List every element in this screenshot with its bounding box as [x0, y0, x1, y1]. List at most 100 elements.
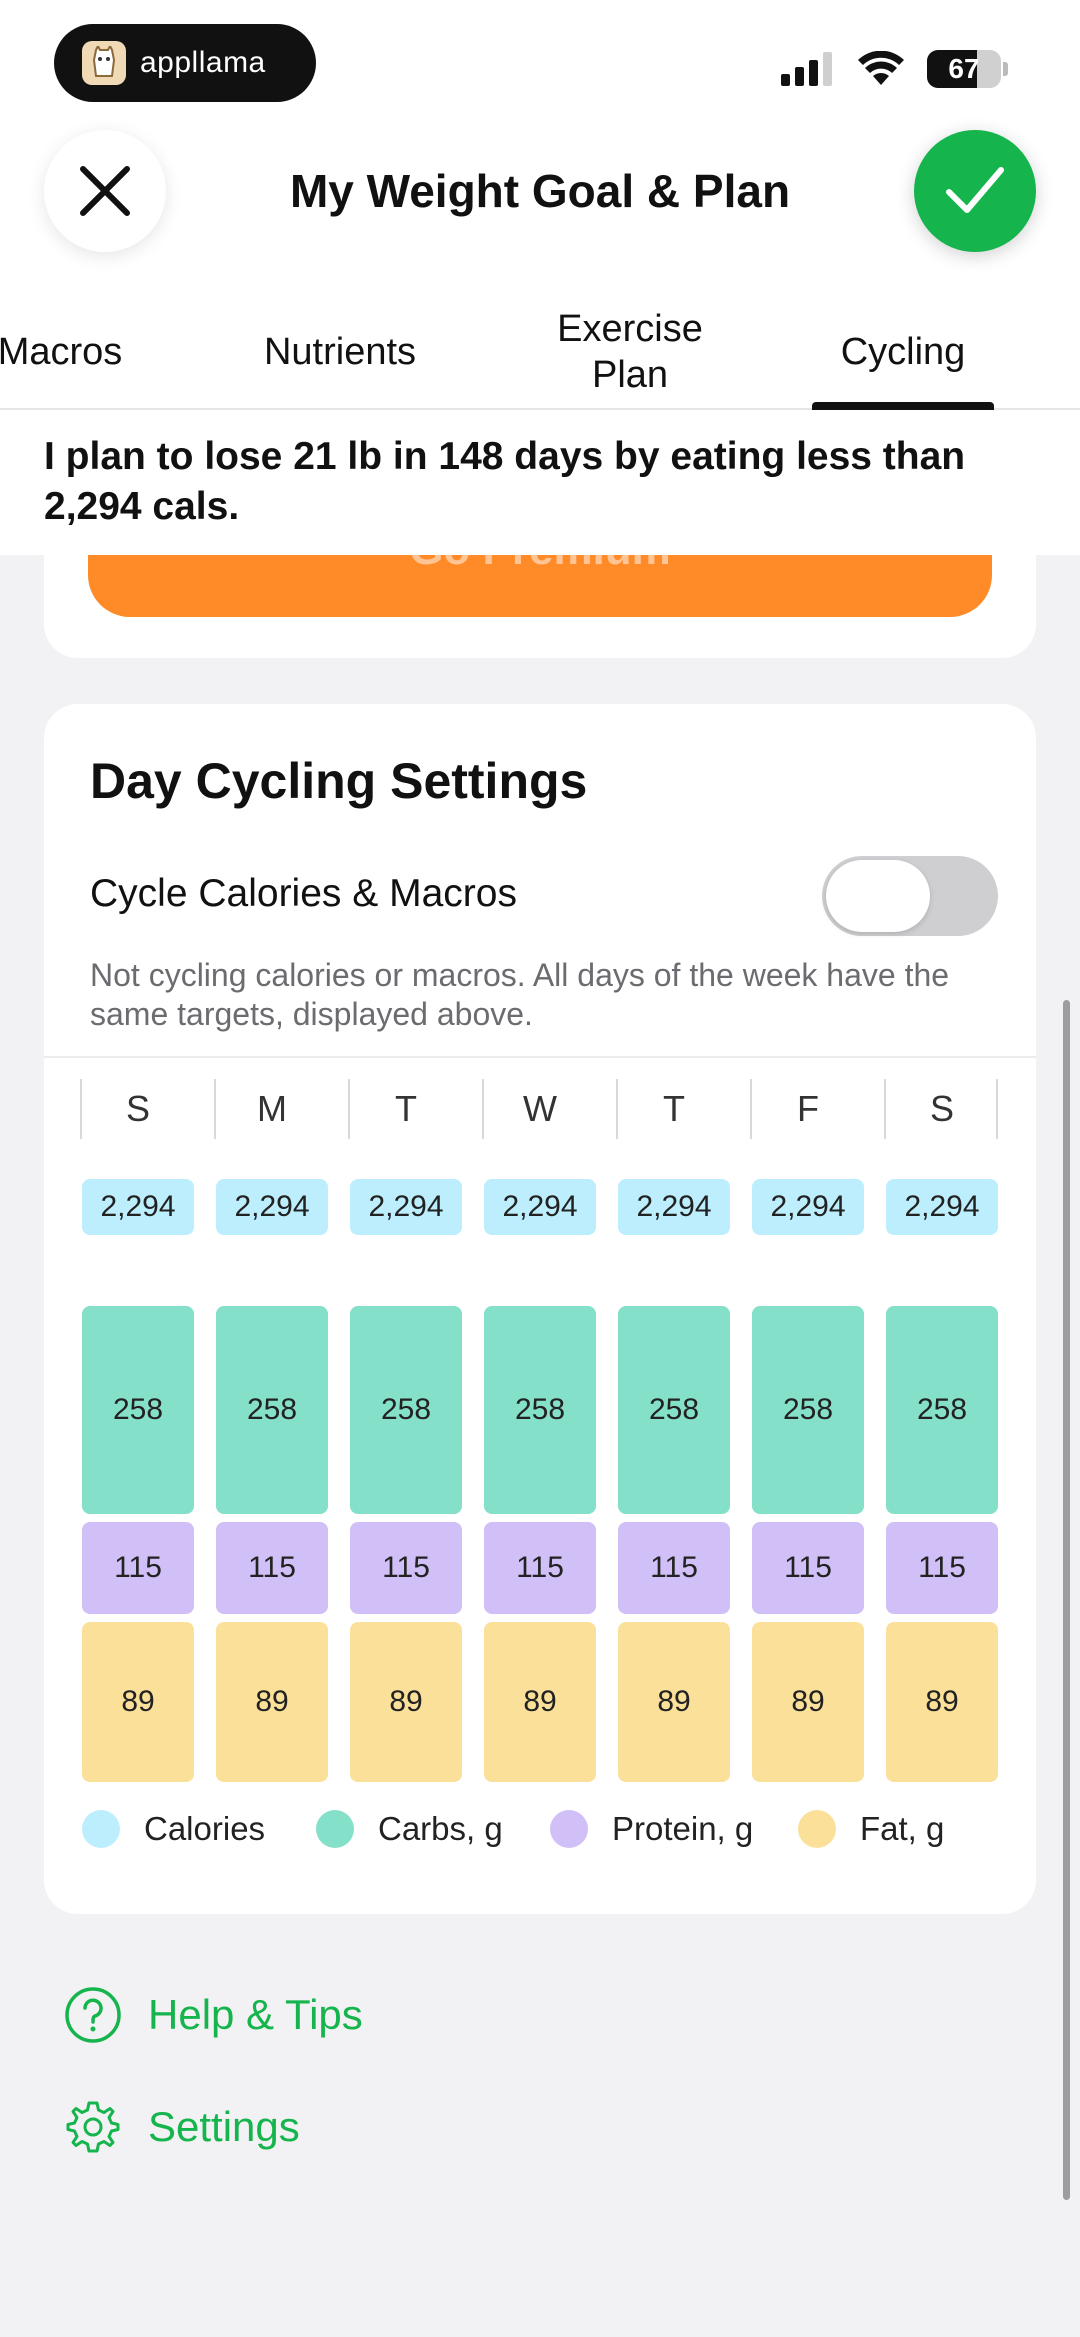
- calories-cell[interactable]: 2,294: [82, 1179, 194, 1235]
- protein-cell[interactable]: 115: [350, 1522, 462, 1614]
- section-title: Day Cycling Settings: [90, 753, 588, 809]
- protein-cell[interactable]: 115: [216, 1522, 328, 1614]
- protein-cell[interactable]: 115: [82, 1522, 194, 1614]
- brand-name: appllama: [140, 46, 266, 79]
- day-header: T: [395, 1088, 417, 1129]
- legend-dot: [798, 1810, 836, 1848]
- settings-label: Settings: [148, 2103, 300, 2150]
- carbs-cell[interactable]: 258: [886, 1306, 998, 1514]
- settings-link[interactable]: Settings: [64, 2098, 300, 2156]
- battery-level: 67: [948, 53, 980, 84]
- legend-item: Calories: [82, 1810, 265, 1848]
- divider: [44, 1056, 1036, 1058]
- protein-cell[interactable]: 115: [752, 1522, 864, 1614]
- day-separator: [80, 1079, 82, 1139]
- calories-cell[interactable]: 2,294: [752, 1179, 864, 1235]
- legend-item: Carbs, g: [316, 1810, 503, 1848]
- day-separator: [616, 1079, 618, 1139]
- day-header: M: [257, 1088, 287, 1129]
- go-premium-label: Go Premium: [88, 555, 992, 575]
- day-separator: [348, 1079, 350, 1139]
- tab-nutrients[interactable]: Nutrients: [220, 295, 460, 408]
- calories-cell[interactable]: 2,294: [216, 1179, 328, 1235]
- close-button[interactable]: [44, 130, 166, 252]
- protein-cell[interactable]: 115: [484, 1522, 596, 1614]
- tab-exercise-plan-label: Exercise Plan: [557, 307, 703, 396]
- legend-dot: [316, 1810, 354, 1848]
- cycle-note: Not cycling calories or macros. All days…: [90, 957, 950, 1032]
- protein-cell[interactable]: 115: [618, 1522, 730, 1614]
- carbs-cell[interactable]: 258: [350, 1306, 462, 1514]
- tab-cycling[interactable]: Cycling: [792, 295, 1014, 410]
- day-header: W: [523, 1088, 557, 1129]
- close-icon: [80, 166, 130, 216]
- checkmark-icon: [946, 167, 1004, 213]
- calories-cell[interactable]: 2,294: [484, 1179, 596, 1235]
- legend-label: Fat, g: [860, 1810, 945, 1847]
- calories-cell[interactable]: 2,294: [350, 1179, 462, 1235]
- page-title: My Weight Goal & Plan: [289, 165, 791, 217]
- fat-cell[interactable]: 89: [350, 1622, 462, 1782]
- cycle-toggle[interactable]: [822, 856, 998, 936]
- cellular-signal-icon: [781, 52, 832, 86]
- tab-bar: Macros Nutrients Exercise Plan Cycling: [0, 295, 1080, 410]
- legend-dot: [550, 1810, 588, 1848]
- help-tips-label: Help & Tips: [148, 1991, 363, 2038]
- help-tips-link[interactable]: Help & Tips: [64, 1986, 363, 2044]
- legend-item: Protein, g: [550, 1810, 753, 1848]
- fat-cell[interactable]: 89: [216, 1622, 328, 1782]
- tab-exercise-plan[interactable]: Exercise Plan: [520, 295, 740, 408]
- tab-macros-label: Macros: [0, 330, 123, 373]
- scrollbar[interactable]: [1063, 1000, 1070, 2200]
- plan-summary: I plan to lose 21 lb in 148 days by eati…: [44, 435, 966, 528]
- fat-cell[interactable]: 89: [484, 1622, 596, 1782]
- header: My Weight Goal & Plan: [0, 120, 1080, 260]
- toggle-knob: [826, 860, 930, 932]
- carbs-cell[interactable]: 258: [618, 1306, 730, 1514]
- battery-icon: 67: [927, 50, 1001, 88]
- status-bar: appllama 67: [0, 0, 1080, 120]
- gear-icon: [66, 2101, 120, 2153]
- day-header: S: [929, 1088, 954, 1129]
- llama-logo-icon: [82, 41, 126, 85]
- battery-cap: [1003, 62, 1008, 76]
- confirm-button[interactable]: [914, 130, 1036, 252]
- protein-cell[interactable]: 115: [886, 1522, 998, 1614]
- fat-cell[interactable]: 89: [752, 1622, 864, 1782]
- legend-item: Fat, g: [798, 1810, 944, 1848]
- wifi-icon: [858, 51, 904, 85]
- carbs-cell[interactable]: 258: [484, 1306, 596, 1514]
- calories-cell[interactable]: 2,294: [618, 1179, 730, 1235]
- legend-label: Protein, g: [612, 1810, 754, 1847]
- legend: Calories Carbs, g Protein, g Fat, g: [82, 1810, 1002, 1856]
- carbs-cell[interactable]: 258: [752, 1306, 864, 1514]
- day-separator: [996, 1079, 998, 1139]
- day-cycling-card: Day Cycling Settings Cycle Calories & Ma…: [44, 704, 1036, 1914]
- fat-cell[interactable]: 89: [886, 1622, 998, 1782]
- fat-cell[interactable]: 89: [618, 1622, 730, 1782]
- go-premium-button[interactable]: Go Premium: [88, 555, 992, 617]
- calories-cell[interactable]: 2,294: [886, 1179, 998, 1235]
- help-icon: [65, 1987, 121, 2043]
- legend-dot: [82, 1810, 120, 1848]
- fat-cell[interactable]: 89: [82, 1622, 194, 1782]
- day-separator: [884, 1079, 886, 1139]
- premium-card: Go Premium: [44, 555, 1036, 658]
- top-area: appllama 67: [0, 0, 1080, 555]
- day-header: T: [663, 1088, 685, 1129]
- carbs-cell[interactable]: 258: [82, 1306, 194, 1514]
- battery-indicator: 67: [927, 50, 1008, 88]
- tab-cycling-label: Cycling: [840, 330, 966, 373]
- carbs-cell[interactable]: 258: [216, 1306, 328, 1514]
- battery-fill: [927, 50, 977, 88]
- legend-label: Carbs, g: [378, 1810, 503, 1847]
- day-separator: [750, 1079, 752, 1139]
- active-tab-indicator: [812, 402, 994, 410]
- status-icons: 67: [781, 50, 1008, 88]
- legend-label: Calories: [144, 1810, 266, 1847]
- cycle-toggle-label: Cycle Calories & Macros: [90, 872, 517, 915]
- day-separator: [214, 1079, 216, 1139]
- tab-macros[interactable]: Macros: [0, 295, 150, 408]
- tab-nutrients-label: Nutrients: [263, 330, 417, 373]
